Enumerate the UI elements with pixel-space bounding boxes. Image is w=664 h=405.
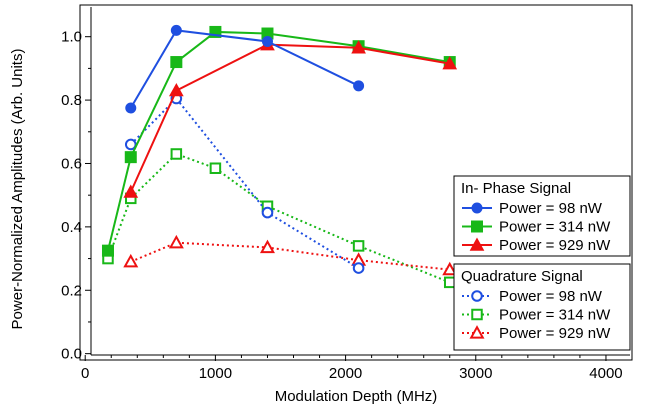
data-point <box>123 253 139 268</box>
y-tick-label: 0.2 <box>61 282 82 299</box>
data-point <box>442 56 458 70</box>
series-layer <box>101 24 458 289</box>
legend-label: Power = 929 nW <box>499 325 611 342</box>
x-tick-label: 0 <box>81 365 89 382</box>
data-point <box>125 102 137 114</box>
series-in-phase-98nw <box>125 24 365 114</box>
x-axis-label: Modulation Depth (MHz) <box>275 388 438 405</box>
legend-group-quadrature: Quadrature Signal Power = 98 nW Power = 31… <box>453 263 631 351</box>
data-point <box>170 24 182 36</box>
x-tick-label: 2000 <box>329 365 362 382</box>
legend-label: Power = 314 nW <box>499 219 611 236</box>
data-point <box>353 80 365 92</box>
legend: In- Phase Signal Power = 98 nW Power = 314… <box>453 175 631 351</box>
legend-swatch-marker <box>471 220 483 233</box>
data-point <box>170 148 183 160</box>
legend-label: Power = 98 nW <box>499 288 603 305</box>
data-point <box>351 40 366 54</box>
y-tick-label: 0.6 <box>61 155 82 172</box>
series-in-phase-314nw <box>101 25 456 257</box>
series-quadrature-929nw <box>123 234 458 276</box>
series-line <box>107 152 451 284</box>
y-tick-label: 1.0 <box>61 29 82 46</box>
data-point <box>352 262 365 274</box>
legend-swatch-marker <box>471 290 483 302</box>
legend-swatch-marker <box>469 325 485 339</box>
legend-label: Power = 314 nW <box>499 307 611 324</box>
legend-title: Quadrature Signal <box>461 268 583 285</box>
series-line <box>107 30 450 251</box>
legend-label: Power = 98 nW <box>499 200 603 217</box>
x-tick-label: 3000 <box>459 365 492 382</box>
legend-box <box>453 175 631 257</box>
legend-box <box>453 263 631 351</box>
plot-frame <box>79 4 633 361</box>
legend-swatch-marker <box>469 237 485 251</box>
data-point <box>443 276 456 289</box>
legend-group-in-phase: In- Phase Signal Power = 98 nW Power = 314… <box>453 175 631 257</box>
data-point <box>124 151 137 164</box>
data-point <box>209 25 222 38</box>
legend-title: In- Phase Signal <box>461 180 571 197</box>
x-tick-label: 1000 <box>199 365 232 382</box>
axes: 0.0 0.2 0.4 0.6 0.8 1.0 0 1000 2000 3000 4000 <box>61 7 630 382</box>
data-point <box>168 234 184 249</box>
y-tick-label: 0.4 <box>61 219 82 236</box>
series-quadrature-98nw <box>124 92 365 274</box>
x-tick-label: 4000 <box>589 365 622 382</box>
legend-swatch-marker <box>471 202 483 214</box>
series-quadrature-314nw <box>102 148 456 289</box>
legend-label: Power = 929 nW <box>499 237 611 254</box>
data-point <box>352 240 365 252</box>
data-point <box>261 35 273 47</box>
y-axis-label: Power-Normalized Amplitudes (Arb. Units) <box>9 49 26 330</box>
y-tick-label: 0.0 <box>61 346 82 363</box>
legend-swatch-marker <box>471 308 483 321</box>
data-point <box>123 184 139 198</box>
y-tick-label: 0.8 <box>61 92 82 109</box>
data-point <box>101 244 114 257</box>
data-point <box>261 206 274 219</box>
data-point <box>124 138 137 151</box>
series-line <box>130 97 360 269</box>
data-point <box>259 239 275 254</box>
series-line <box>129 29 360 109</box>
data-point <box>170 56 183 69</box>
data-point <box>168 83 184 97</box>
data-point <box>442 261 458 276</box>
data-point <box>209 162 222 174</box>
